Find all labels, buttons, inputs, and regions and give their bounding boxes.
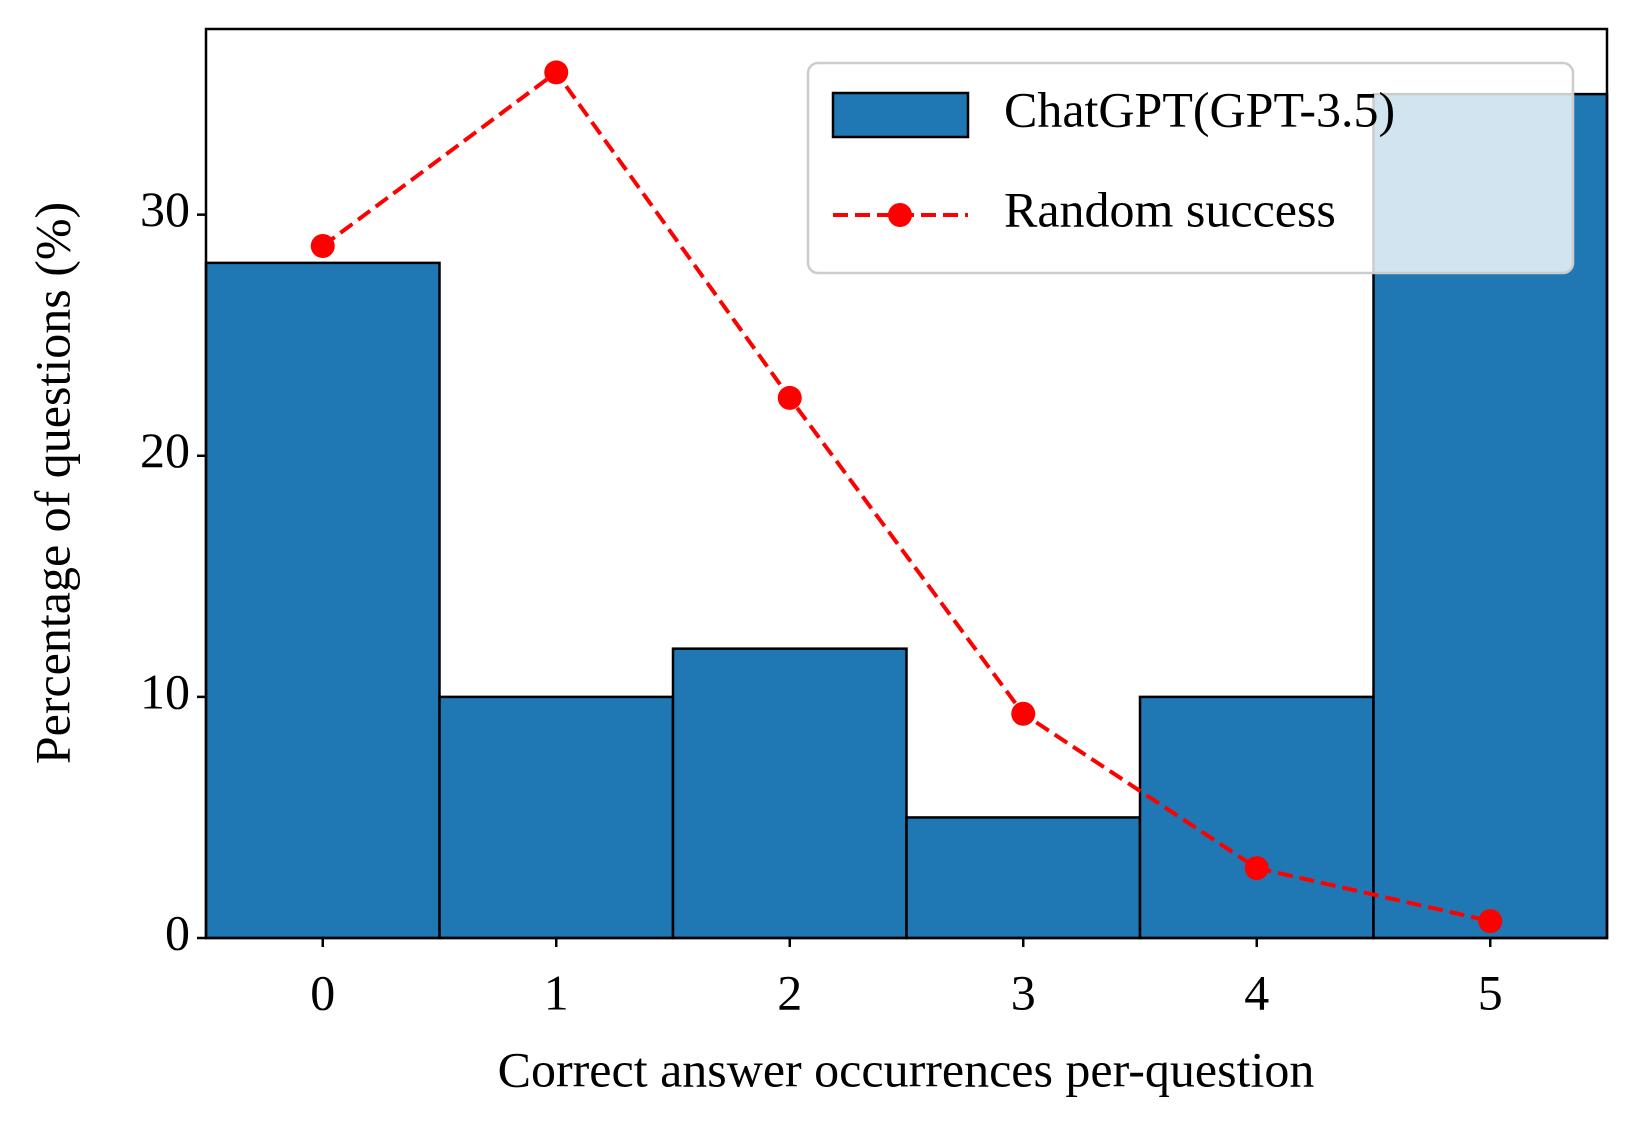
bar <box>1138 695 1375 940</box>
y-axis-label: Percentage of questions (%) <box>24 202 80 764</box>
y-tick-label: 0 <box>165 904 190 960</box>
bar <box>671 647 908 940</box>
x-tick-label: 4 <box>1244 964 1269 1020</box>
marker <box>544 60 569 85</box>
legend: ChatGPT(GPT-3.5) Random success <box>806 61 1575 275</box>
marker <box>777 385 802 410</box>
legend-label: ChatGPT(GPT-3.5) <box>1004 81 1395 137</box>
legend-label: Random success <box>1004 181 1336 237</box>
marker <box>310 234 335 259</box>
legend-swatch <box>831 91 970 139</box>
legend-box <box>806 61 1575 275</box>
bar <box>204 261 441 940</box>
x-tick-label: 1 <box>544 964 569 1020</box>
y-tick-label: 30 <box>140 181 190 237</box>
marker <box>1011 701 1036 726</box>
x-tick-label: 0 <box>310 964 335 1020</box>
legend-marker <box>888 203 912 227</box>
x-tick-label: 2 <box>777 964 802 1020</box>
x-axis-label: Correct answer occurrences per-question <box>498 1041 1315 1097</box>
bar <box>905 816 1142 940</box>
y-tick-label: 10 <box>140 663 190 719</box>
marker <box>1478 909 1503 934</box>
x-tick-label: 5 <box>1478 964 1503 1020</box>
x-tick-label: 3 <box>1011 964 1036 1020</box>
marker <box>1244 856 1269 881</box>
y-tick-label: 20 <box>140 422 190 478</box>
bar <box>438 695 675 940</box>
line <box>321 69 1491 924</box>
plot-frame <box>204 27 1609 940</box>
